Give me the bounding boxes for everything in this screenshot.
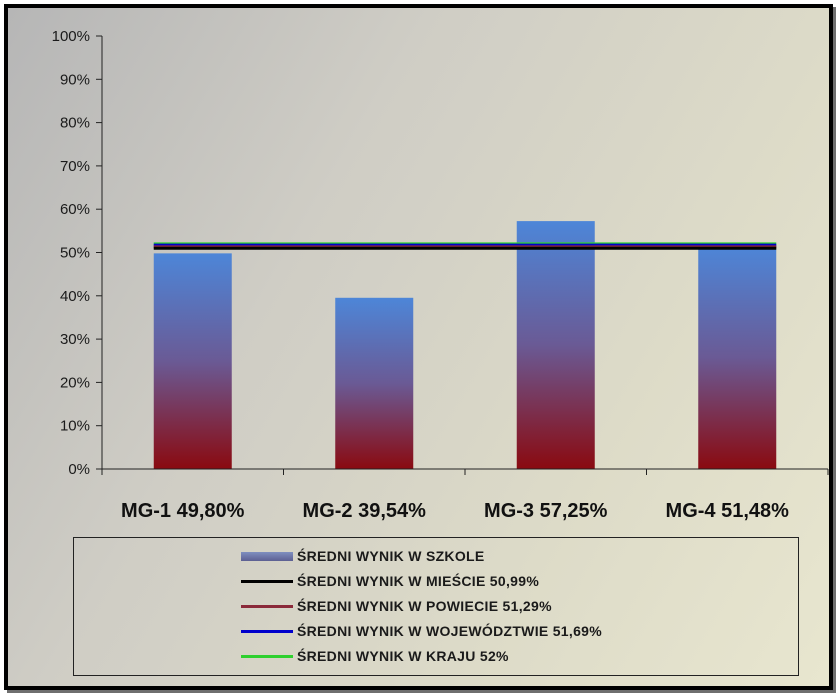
y-tick-label-6: 60% (60, 201, 90, 218)
y-tick-label-0: 0% (68, 461, 90, 478)
legend-item-county: ŚREDNI WYNIK W POWIECIE 51,29% (241, 595, 552, 617)
category-label-2: MG-2 39,54% (303, 500, 427, 522)
category-label-4: MG-4 51,48% (666, 500, 790, 522)
legend-item-country: ŚREDNI WYNIK W KRAJU 52% (241, 645, 509, 667)
legend-label-county: ŚREDNI WYNIK W POWIECIE 51,29% (297, 598, 552, 614)
legend-item-voivodeship: ŚREDNI WYNIK W WOJEWÓDZTWIE 51,69% (241, 620, 602, 642)
y-tick-label-1: 10% (60, 418, 90, 435)
legend-label-school: ŚREDNI WYNIK W SZKOLE (297, 548, 485, 564)
y-tick-label-3: 30% (60, 331, 90, 348)
legend-swatch-voivodeship (241, 629, 293, 633)
y-tick-label-9: 90% (60, 71, 90, 88)
category-label-3: MG-3 57,25% (484, 500, 608, 522)
legend-swatch-county (241, 604, 293, 608)
legend-item-school: ŚREDNI WYNIK W SZKOLE (241, 545, 485, 567)
y-tick-label-4: 40% (60, 288, 90, 305)
y-tick-label-2: 20% (60, 374, 90, 391)
bar-1 (153, 253, 232, 469)
legend-swatch-school (241, 551, 293, 561)
bar-2 (335, 297, 414, 469)
y-tick-label-5: 50% (60, 245, 90, 262)
y-tick-label-10: 100% (52, 28, 90, 45)
legend-swatch-city (241, 579, 293, 583)
legend-label-country: ŚREDNI WYNIK W KRAJU 52% (297, 648, 509, 664)
legend-swatch-country (241, 654, 293, 658)
legend-item-city: ŚREDNI WYNIK W MIEŚCIE 50,99% (241, 570, 539, 592)
category-label-1: MG-1 49,80% (121, 500, 245, 522)
legend-label-voivodeship: ŚREDNI WYNIK W WOJEWÓDZTWIE 51,69% (297, 623, 602, 639)
bar-4 (698, 246, 777, 469)
bar-3 (516, 221, 595, 469)
chart-frame (4, 4, 833, 690)
chart-legend: ŚREDNI WYNIK W SZKOLE ŚREDNI WYNIK W MIE… (73, 537, 799, 676)
y-tick-label-8: 80% (60, 115, 90, 132)
y-tick-label-7: 70% (60, 158, 90, 175)
legend-label-city: ŚREDNI WYNIK W MIEŚCIE 50,99% (297, 573, 540, 589)
